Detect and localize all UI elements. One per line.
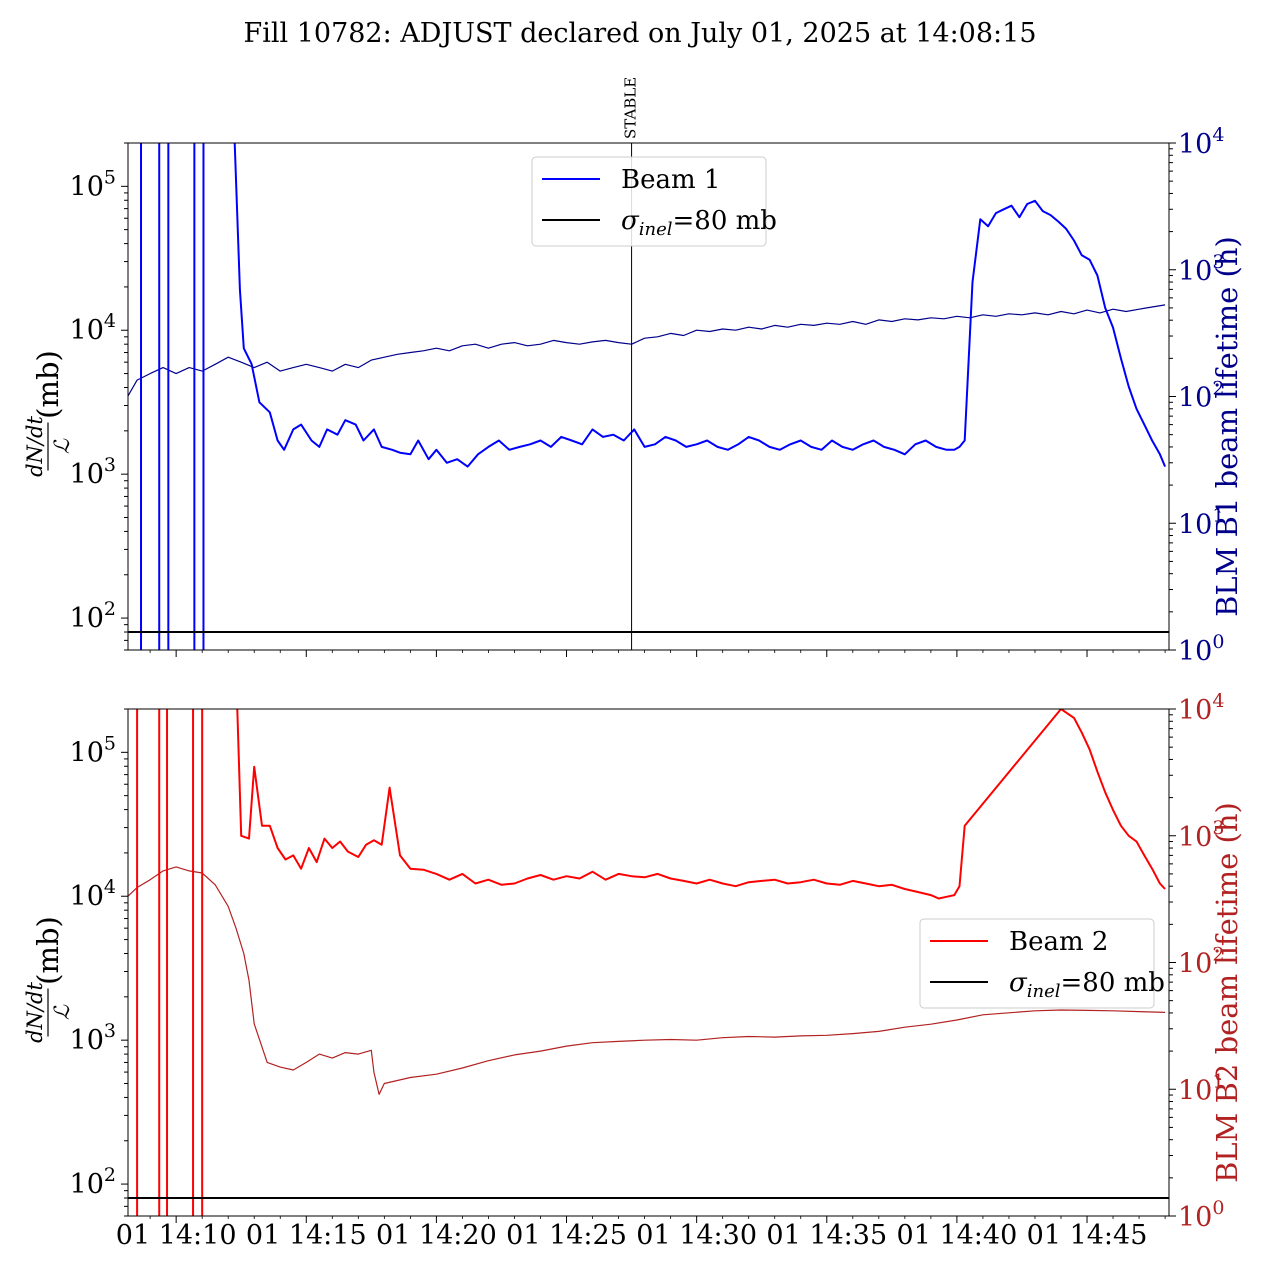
x-tick-label: 01 14:15 (246, 1220, 367, 1251)
legend-beam2: Beam 2 σinel=80 mb (919, 918, 1165, 1009)
legend-beam1: Beam 1 σinel=80 mb (531, 156, 777, 247)
right-tick-label-beam1: 100 (1178, 631, 1224, 667)
x-tick-label: 01 14:25 (506, 1220, 627, 1251)
panel-beam1: STABLE 102 103 104 105 100 101 102 103 104 BLM B1 … (23, 77, 1244, 667)
left-axis-label-numerator: dN/dt (23, 982, 47, 1043)
right-tick-label-beam1: 103 (1178, 251, 1224, 287)
legend-label-beam1-0: Beam 1 (621, 165, 720, 195)
right-tick-label-beam1: 104 (1178, 124, 1224, 160)
left-tick-label-beam2: 102 (70, 1164, 116, 1200)
left-axis-label-denominator: ℒ (50, 438, 74, 454)
legend-label-beam2-1: σinel=80 mb (1009, 968, 1165, 1002)
left-axis-label-denominator: ℒ (50, 1004, 74, 1020)
panel-beam2: 102 103 104 105 100 101 102 103 104 BLM B2 beam l… (23, 690, 1244, 1251)
series-line-beam2-1 (236, 709, 1166, 900)
series-line-beam1-0 (128, 304, 1166, 397)
left-tick-label-beam1: 104 (70, 310, 116, 346)
legend-label-beam2-0: Beam 2 (1009, 927, 1108, 957)
series-line-beam2-0 (128, 866, 1166, 1096)
stable-annotation-label: STABLE (622, 77, 640, 139)
x-tick-label: 01 14:20 (376, 1220, 497, 1251)
right-tick-label-beam2: 102 (1178, 944, 1224, 980)
left-tick-label-beam1: 102 (70, 598, 116, 634)
left-tick-label-beam1: 103 (70, 454, 116, 490)
left-axis-label-beam1: dN/dt ℒ (mb) (23, 350, 74, 477)
x-tick-label: 01 14:40 (897, 1220, 1018, 1251)
plot-area-beam2 (128, 709, 1169, 1216)
left-tick-label-beam2: 104 (70, 876, 116, 912)
left-axis-label-beam2: dN/dt ℒ (mb) (23, 916, 74, 1043)
right-tick-label-beam2: 101 (1178, 1070, 1224, 1106)
right-axis-label-beam2: BLM B2 beam lifetime (h) (1210, 802, 1244, 1183)
left-axis-label-unit: (mb) (31, 916, 65, 985)
legend-label-beam1-1: σinel=80 mb (621, 206, 777, 240)
x-tick-label: 01 14:10 (116, 1220, 237, 1251)
left-tick-label-beam1: 105 (70, 166, 116, 202)
right-tick-label-beam1: 102 (1178, 378, 1224, 414)
left-tick-label-beam2: 103 (70, 1020, 116, 1056)
left-tick-label-beam2: 105 (70, 732, 116, 768)
right-tick-label-beam1: 101 (1178, 504, 1224, 540)
x-tick-label: 01 14:30 (636, 1220, 757, 1251)
right-tick-label-beam2: 104 (1178, 690, 1224, 726)
right-tick-label-beam2: 100 (1178, 1197, 1224, 1233)
plot-area-beam1 (128, 143, 1169, 650)
x-tick-label: 01 14:35 (766, 1220, 887, 1251)
left-axis-label-numerator: dN/dt (23, 416, 47, 477)
left-axis-label-unit: (mb) (31, 350, 65, 419)
right-tick-label-beam2: 103 (1178, 817, 1224, 853)
x-tick-label: 01 14:45 (1027, 1220, 1148, 1251)
chart-title: Fill 10782: ADJUST declared on July 01, … (243, 18, 1037, 49)
right-axis-label-beam1: BLM B1 beam lifetime (h) (1210, 236, 1244, 617)
series-line-beam1-1 (233, 143, 1167, 468)
